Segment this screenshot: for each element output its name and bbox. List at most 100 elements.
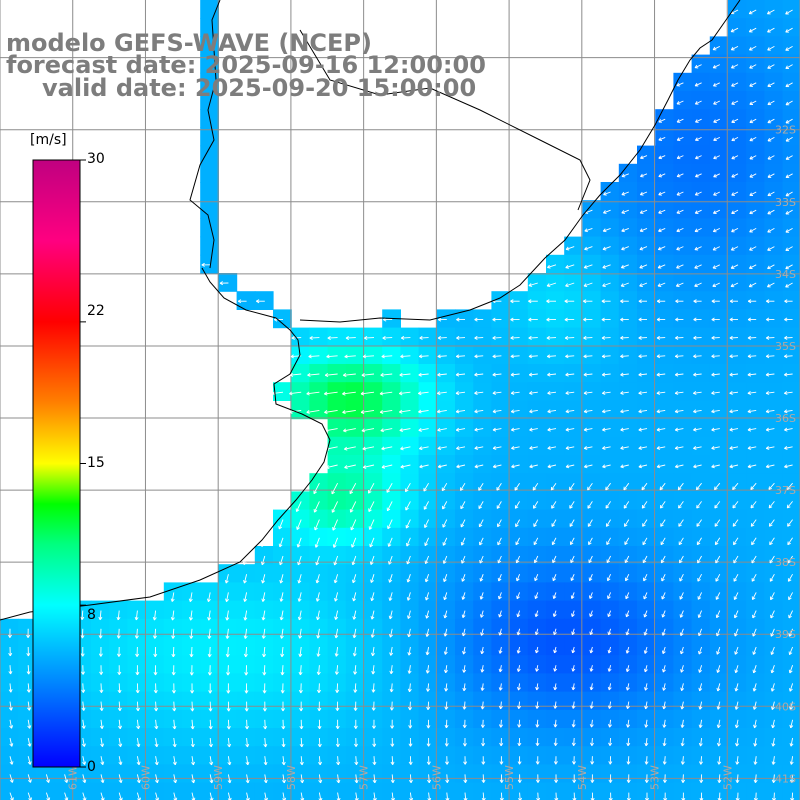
wind-cell <box>782 236 800 256</box>
wind-cell <box>782 345 800 365</box>
wind-cell <box>764 200 784 219</box>
wind-cell <box>473 455 492 474</box>
wind-arrow <box>529 464 538 469</box>
wind-arrow <box>398 391 411 396</box>
wind-cell <box>127 782 147 800</box>
wind-arrow <box>734 665 739 674</box>
wind-cell <box>509 509 529 529</box>
wind-cell <box>600 509 620 529</box>
wind-cell <box>637 618 656 638</box>
wind-arrow <box>765 464 775 469</box>
wind-arrow <box>625 646 630 654</box>
wind-arrow <box>606 555 612 564</box>
wind-cell <box>746 746 765 765</box>
wind-arrow <box>98 646 103 657</box>
wind-arrow <box>735 737 740 747</box>
wind-arrow <box>533 537 539 546</box>
wind-arrow <box>370 628 375 638</box>
wind-arrow <box>492 446 502 450</box>
wind-cell <box>327 455 347 474</box>
wind-cell <box>345 655 365 674</box>
wind-cell <box>200 673 219 693</box>
wind-arrow <box>589 646 594 654</box>
wind-arrow <box>789 701 794 710</box>
wind-cell <box>473 637 492 656</box>
wind-cell <box>236 655 256 674</box>
wind-arrow <box>99 665 104 675</box>
colorbar-ticks <box>80 159 86 768</box>
wind-cell <box>728 200 747 219</box>
wind-cell <box>746 364 765 383</box>
wind-cell <box>145 655 165 674</box>
wind-cell <box>218 655 238 674</box>
wind-arrow <box>694 264 702 269</box>
wind-cell <box>364 491 383 511</box>
wind-arrow <box>64 774 69 783</box>
wind-arrow <box>244 683 249 694</box>
wind-cell <box>418 455 438 474</box>
wind-cell <box>291 582 310 602</box>
wind-arrow <box>643 574 648 582</box>
wind-cell <box>618 782 638 800</box>
wind-arrow <box>278 519 284 530</box>
wind-arrow <box>492 391 502 395</box>
wind-arrow <box>9 774 14 783</box>
wind-arrow <box>189 665 194 676</box>
wind-cell <box>673 436 693 456</box>
wind-cell <box>127 637 147 656</box>
wind-cell <box>473 527 492 547</box>
wind-cell <box>764 546 784 565</box>
wind-cell <box>673 655 693 674</box>
wind-arrow <box>749 64 757 69</box>
wind-cell <box>655 618 674 638</box>
wind-cell <box>746 455 765 474</box>
wind-cell <box>691 54 711 74</box>
wind-cell <box>782 637 800 656</box>
wind-arrow <box>693 446 702 450</box>
wind-cell <box>582 382 602 401</box>
wind-cell <box>709 782 729 800</box>
wind-cell <box>455 527 474 547</box>
wind-arrow <box>332 519 339 531</box>
wind-cell <box>364 673 383 693</box>
wind-arrow <box>425 592 430 601</box>
wind-arrow <box>349 501 357 513</box>
wind-cell <box>764 218 784 238</box>
wind-arrow <box>225 646 230 658</box>
wind-arrow <box>316 665 321 675</box>
wind-cell <box>145 673 165 693</box>
wind-arrow <box>716 683 721 692</box>
wind-arrow <box>207 665 212 676</box>
wind-cell <box>709 546 729 565</box>
wind-cell <box>236 728 256 747</box>
wind-arrow <box>456 335 466 340</box>
wind-arrow <box>638 299 647 304</box>
wind-arrow <box>462 646 466 655</box>
wind-cell <box>527 546 547 565</box>
wind-arrow <box>552 592 557 599</box>
wind-arrow <box>368 519 375 530</box>
wind-cell <box>455 728 474 747</box>
wind-cell <box>327 691 347 711</box>
wind-cell <box>491 509 511 529</box>
wind-cell <box>400 491 420 511</box>
wind-arrow <box>352 628 357 639</box>
wind-cell <box>527 327 547 347</box>
wind-arrow <box>261 628 266 639</box>
wind-cell <box>309 728 329 747</box>
wind-arrow <box>388 592 393 601</box>
wind-arrow <box>583 299 593 304</box>
wind-arrow <box>767 27 775 33</box>
wind-arrow <box>729 299 738 304</box>
wind-cell <box>418 564 438 583</box>
wind-arrow <box>442 519 448 528</box>
wind-arrow <box>533 555 539 564</box>
wind-cell <box>527 709 547 729</box>
wind-cell <box>564 382 583 401</box>
wind-cell <box>637 145 656 165</box>
wind-cell <box>491 327 511 347</box>
wind-cell <box>746 582 765 602</box>
wind-arrow <box>770 610 775 619</box>
wind-arrow <box>460 519 466 528</box>
